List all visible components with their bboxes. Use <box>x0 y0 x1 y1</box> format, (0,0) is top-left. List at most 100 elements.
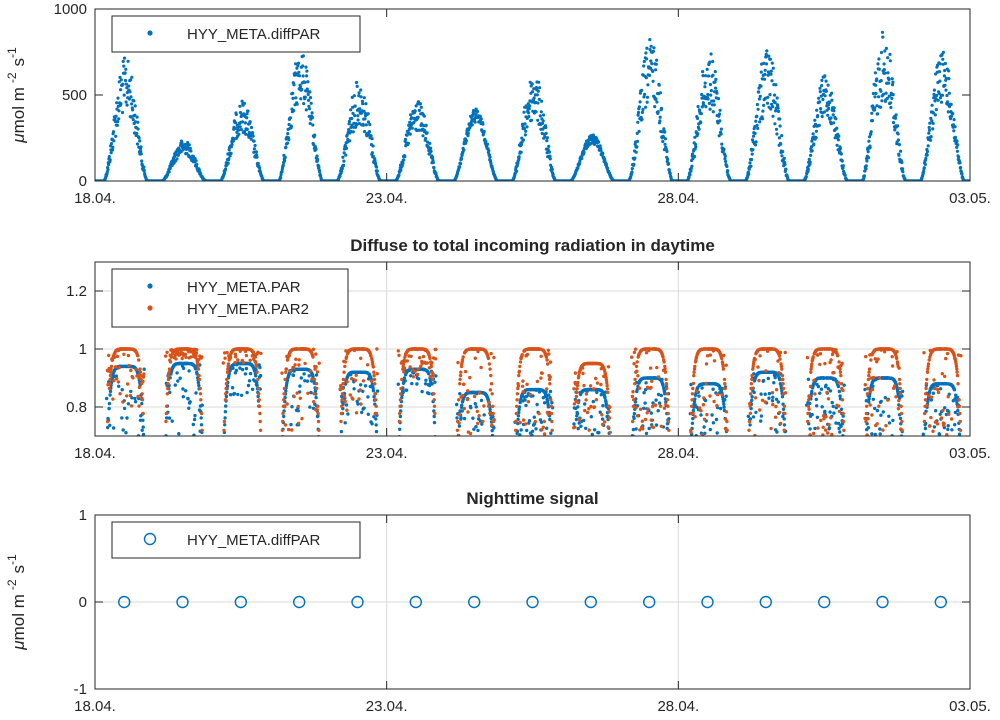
data-point <box>897 143 902 147</box>
data-point <box>176 379 180 383</box>
data-point <box>810 412 814 417</box>
data-point <box>514 450 517 453</box>
data-point <box>258 428 263 432</box>
data-point <box>129 389 133 394</box>
data-point <box>240 367 245 372</box>
data-point <box>815 108 819 112</box>
data-point <box>693 397 697 401</box>
data-point <box>516 414 521 418</box>
data-point <box>338 464 341 467</box>
data-point <box>830 400 834 405</box>
data-point <box>115 354 120 359</box>
data-point <box>316 414 320 418</box>
data-point <box>778 117 782 121</box>
data-point <box>118 75 122 79</box>
data-point <box>529 118 534 122</box>
data-point <box>524 129 528 133</box>
data-point <box>784 437 787 440</box>
data-point <box>550 443 553 446</box>
data-point <box>832 411 836 415</box>
data-point <box>519 428 523 432</box>
data-point <box>482 129 486 134</box>
data-point <box>363 384 368 388</box>
data-point <box>397 353 401 357</box>
data-point <box>303 379 307 383</box>
data-point <box>196 380 201 385</box>
data-point <box>238 104 242 108</box>
data-point <box>116 380 121 384</box>
data-point <box>226 367 230 371</box>
data-point <box>116 96 120 100</box>
data-point <box>814 397 818 402</box>
data-point <box>342 370 346 374</box>
data-point <box>609 458 612 461</box>
data-point <box>879 413 883 417</box>
data-point <box>762 61 766 65</box>
data-point <box>310 115 315 119</box>
data-point <box>164 419 168 424</box>
data-point <box>759 414 764 418</box>
data-point <box>547 393 551 397</box>
data-point <box>748 437 751 440</box>
data-point <box>375 165 379 169</box>
data-point <box>339 437 342 440</box>
data-point <box>106 441 109 444</box>
data-point <box>703 85 707 89</box>
data-point <box>751 134 756 138</box>
data-point <box>223 356 227 360</box>
data-point <box>243 372 248 376</box>
data-point <box>942 74 947 78</box>
data-point <box>774 83 778 87</box>
data-point <box>112 139 116 143</box>
data-point <box>864 164 868 168</box>
data-point <box>810 389 814 394</box>
data-point <box>595 390 599 395</box>
data-point <box>697 394 701 398</box>
data-point <box>705 67 709 71</box>
data-point <box>771 66 775 70</box>
data-point <box>316 157 320 161</box>
data-point <box>952 129 956 133</box>
data-point <box>397 173 401 177</box>
data-point <box>137 358 141 362</box>
data-point <box>224 394 229 399</box>
data-point <box>877 57 881 61</box>
data-point <box>318 170 322 174</box>
data-point <box>460 153 464 157</box>
data-point <box>817 123 821 127</box>
data-point <box>634 427 638 431</box>
data-point <box>636 120 640 124</box>
data-point <box>539 110 543 114</box>
data-point <box>372 370 376 374</box>
data-point <box>280 449 283 452</box>
data-point <box>642 64 646 68</box>
data-point <box>316 411 320 416</box>
data-point <box>696 104 700 109</box>
data-point <box>164 448 167 451</box>
data-point <box>165 392 170 396</box>
data-point <box>109 151 113 155</box>
data-point <box>121 400 125 404</box>
y-tick-label: 1000 <box>54 1 87 18</box>
data-point <box>541 113 546 117</box>
data-point <box>129 95 133 99</box>
data-point <box>344 355 349 359</box>
data-point <box>947 410 951 414</box>
data-point <box>650 62 654 66</box>
data-point <box>111 397 115 401</box>
data-point <box>819 94 823 98</box>
data-point <box>340 169 344 173</box>
data-point <box>947 77 951 81</box>
data-point <box>955 139 959 143</box>
data-point <box>308 405 312 409</box>
data-point <box>240 99 244 103</box>
data-point <box>901 170 905 174</box>
data-point <box>690 421 695 425</box>
data-point <box>767 391 772 396</box>
data-point <box>712 99 716 103</box>
data-point <box>476 428 480 433</box>
data-point <box>814 129 819 133</box>
data-point <box>353 378 358 382</box>
data-point <box>121 82 125 86</box>
data-point <box>750 152 754 156</box>
